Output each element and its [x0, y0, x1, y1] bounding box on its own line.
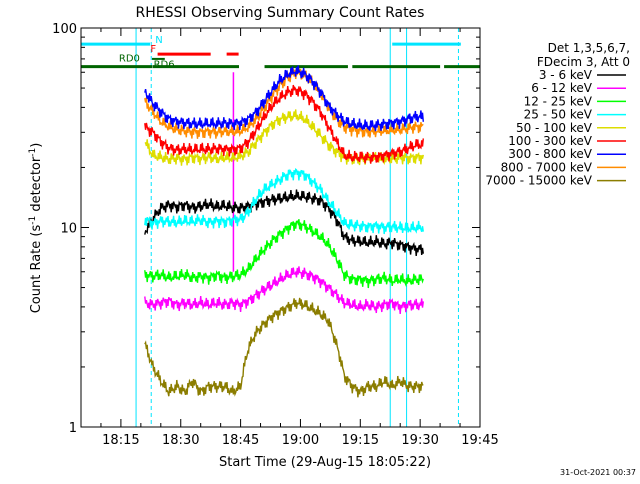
legend-label: 6 - 12 keV	[531, 81, 593, 95]
series-line	[144, 168, 424, 235]
chart-title: RHESSI Observing Summary Count Rates	[136, 5, 425, 21]
legend-label: 800 - 7000 keV	[501, 160, 593, 174]
series-line	[144, 67, 424, 139]
flag-label-rd0: RD0	[119, 53, 140, 64]
footer-timestamp: 31-Oct-2021 00:37	[560, 468, 636, 477]
y-axis-label-part: )	[29, 143, 44, 148]
legend-label: 7000 - 15000 keV	[485, 174, 592, 188]
series-line	[144, 219, 424, 289]
legend-label: 300 - 800 keV	[508, 147, 592, 161]
x-axis: 18:15 18:30 18:45 19:00 19:15 19:30 19:45	[80, 28, 499, 448]
x-tick-label: 19:45	[461, 433, 498, 448]
legend-label: 50 - 100 keV	[516, 121, 593, 135]
legend-label: 100 - 300 keV	[508, 134, 592, 148]
legend-label: 25 - 50 keV	[524, 108, 593, 122]
flag-label-f: F	[150, 44, 156, 55]
x-axis-label: Start Time (29-Aug-15 18:05:22)	[219, 455, 431, 470]
legend-header-line: Det 1,3,5,6,7,	[548, 41, 630, 55]
flag-label-rd6: RD6	[154, 59, 175, 70]
legend-label: 12 - 25 keV	[524, 94, 593, 108]
y-tick-label: 1	[69, 421, 77, 436]
series-line	[144, 189, 424, 256]
series-layer	[144, 65, 424, 398]
x-tick-label: 18:45	[222, 433, 259, 448]
y-tick-label: 10	[60, 222, 77, 237]
x-tick-label: 18:15	[102, 433, 139, 448]
y-axis-label-part: detector	[29, 156, 44, 216]
x-tick-label: 19:00	[282, 433, 319, 448]
x-tick-label: 19:30	[401, 433, 438, 448]
series-line	[144, 65, 424, 132]
legend-header-line: FDecim 3, Att 0	[537, 55, 630, 69]
flag-label-n: N	[155, 35, 162, 46]
y-axis-label: Count Rate (s-1 detector-1)	[28, 143, 44, 314]
y-axis-label-superscript: -1	[28, 216, 38, 225]
series-line	[144, 84, 424, 164]
y-axis: 1 10 100	[52, 22, 480, 436]
y-axis-label-part: Count Rate (s	[29, 225, 44, 314]
x-tick-label: 18:30	[162, 433, 199, 448]
y-axis-label-superscript: -1	[28, 148, 38, 157]
legend-label: 3 - 6 keV	[539, 68, 593, 82]
series-line	[144, 297, 424, 398]
x-tick-label: 19:15	[342, 433, 379, 448]
y-tick-label: 100	[52, 22, 77, 37]
series-line	[144, 266, 424, 315]
